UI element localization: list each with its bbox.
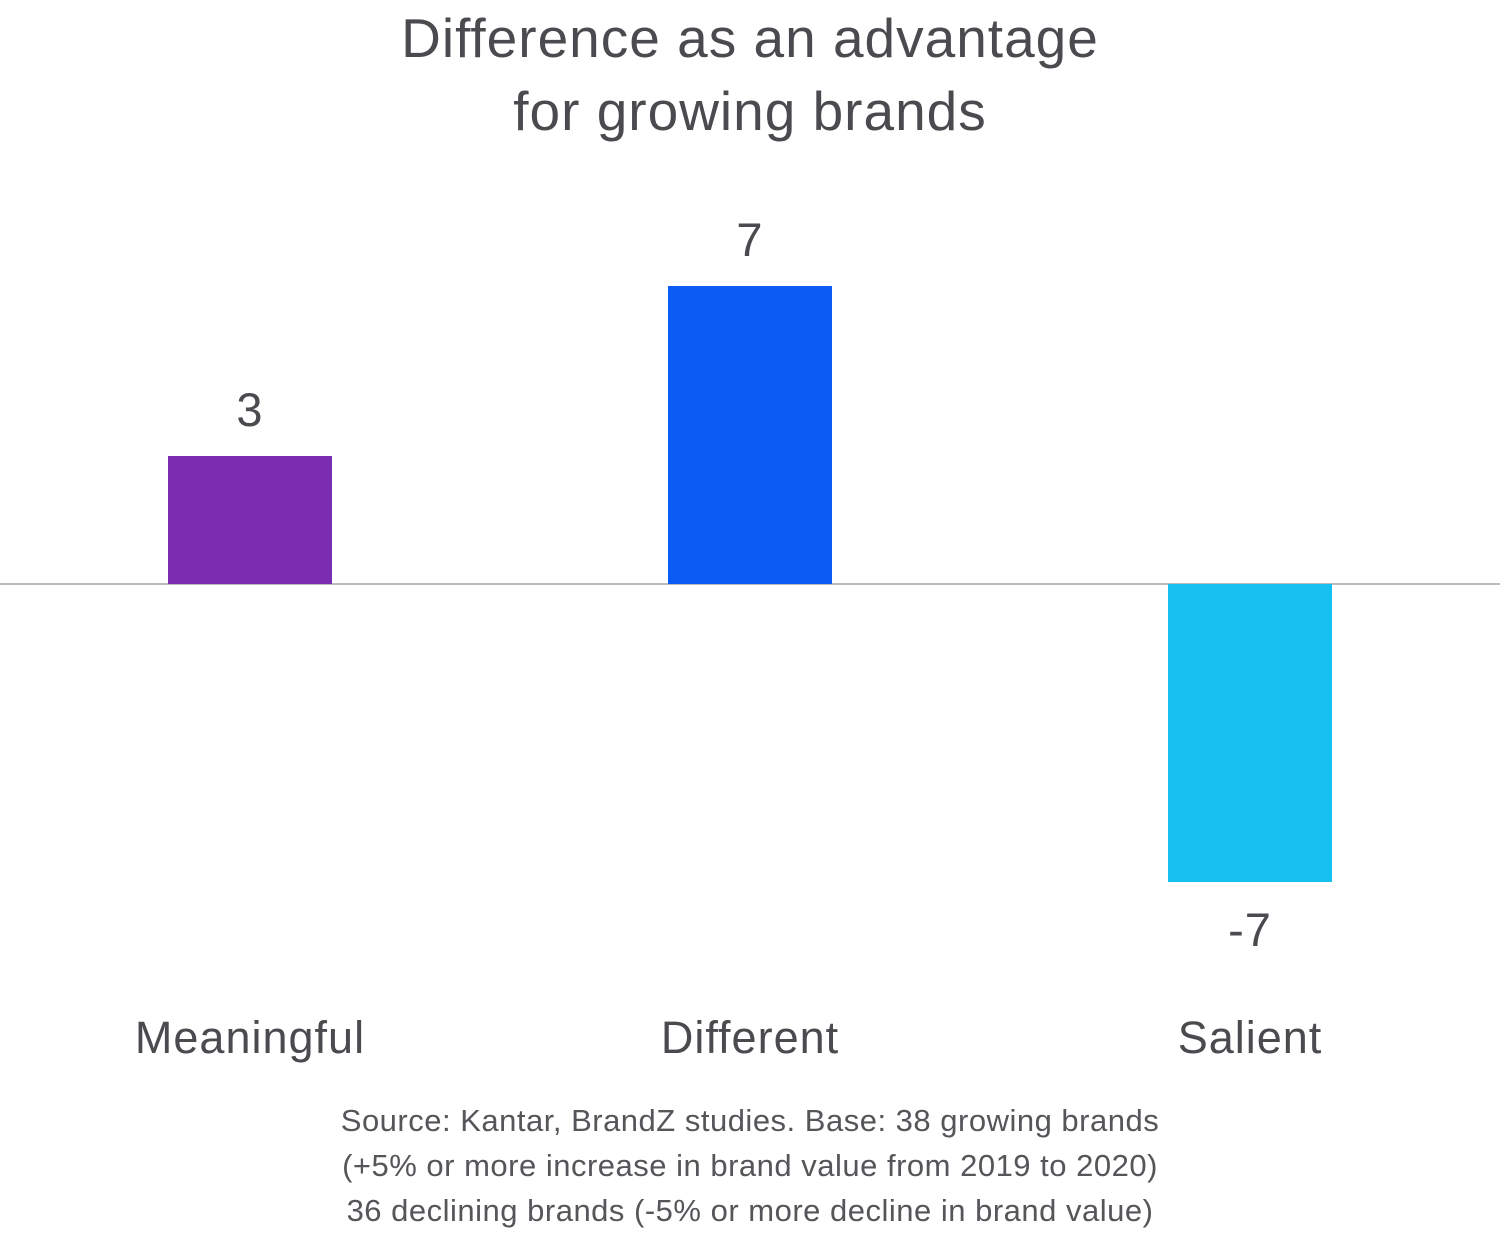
bar-salient bbox=[1168, 584, 1332, 883]
source-note: Source: Kantar, BrandZ studies. Base: 38… bbox=[0, 1098, 1500, 1233]
chart-title-line-2: for growing brands bbox=[513, 80, 987, 142]
value-label-salient: -7 bbox=[1228, 903, 1272, 957]
bar-meaningful bbox=[168, 456, 332, 584]
category-label-meaningful: Meaningful bbox=[134, 1012, 366, 1063]
source-line-1: Source: Kantar, BrandZ studies. Base: 38… bbox=[340, 1103, 1160, 1138]
category-label-salient: Salient bbox=[1177, 1012, 1323, 1063]
zero-baseline bbox=[0, 583, 1500, 585]
category-label-different: Different bbox=[660, 1012, 840, 1063]
chart-title: Difference as an advantage for growing br… bbox=[0, 2, 1500, 148]
source-line-2: (+5% or more increase in brand value fro… bbox=[342, 1148, 1158, 1183]
chart-title-line-1: Difference as an advantage bbox=[401, 7, 1099, 69]
bar-different bbox=[668, 285, 832, 584]
value-label-different: 7 bbox=[736, 212, 764, 266]
value-label-meaningful: 3 bbox=[236, 383, 264, 437]
source-line-3: 36 declining brands (-5% or more decline… bbox=[346, 1193, 1154, 1228]
